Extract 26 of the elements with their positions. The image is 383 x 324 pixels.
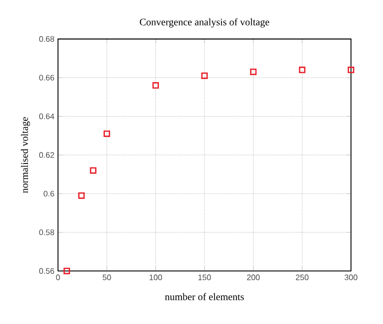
x-tick-label: 100	[150, 274, 162, 280]
point	[298, 66, 306, 74]
x-axis-title: number of elements	[165, 293, 244, 300]
point	[90, 167, 96, 174]
chart-title: Convergence analysis of voltage	[140, 18, 270, 28]
point	[348, 66, 354, 74]
y-tick-label: 0.68	[39, 36, 54, 42]
x-tick-label: 250	[296, 274, 309, 280]
x-tick-label: 200	[247, 274, 260, 280]
point	[201, 72, 208, 79]
y-tick-label: 0.64	[39, 114, 54, 120]
y-tick-label: 0.66	[39, 74, 54, 80]
y-tick-label: 0.58	[39, 229, 54, 236]
y-tick-label: 0.6	[44, 190, 54, 196]
point	[152, 82, 159, 89]
x-tick-label: 300	[344, 274, 358, 280]
point	[78, 192, 85, 199]
y-tick-label: 0.62	[39, 152, 54, 158]
y-tick-label: 0.56	[39, 268, 54, 274]
point	[64, 268, 70, 274]
x-tick-label: 50	[102, 274, 111, 280]
x-tick-label: 150	[198, 274, 211, 280]
point	[104, 130, 110, 137]
x-tick-label: 0	[56, 274, 60, 280]
y-axis-title: normalised voltage	[20, 117, 30, 193]
point	[250, 68, 257, 76]
